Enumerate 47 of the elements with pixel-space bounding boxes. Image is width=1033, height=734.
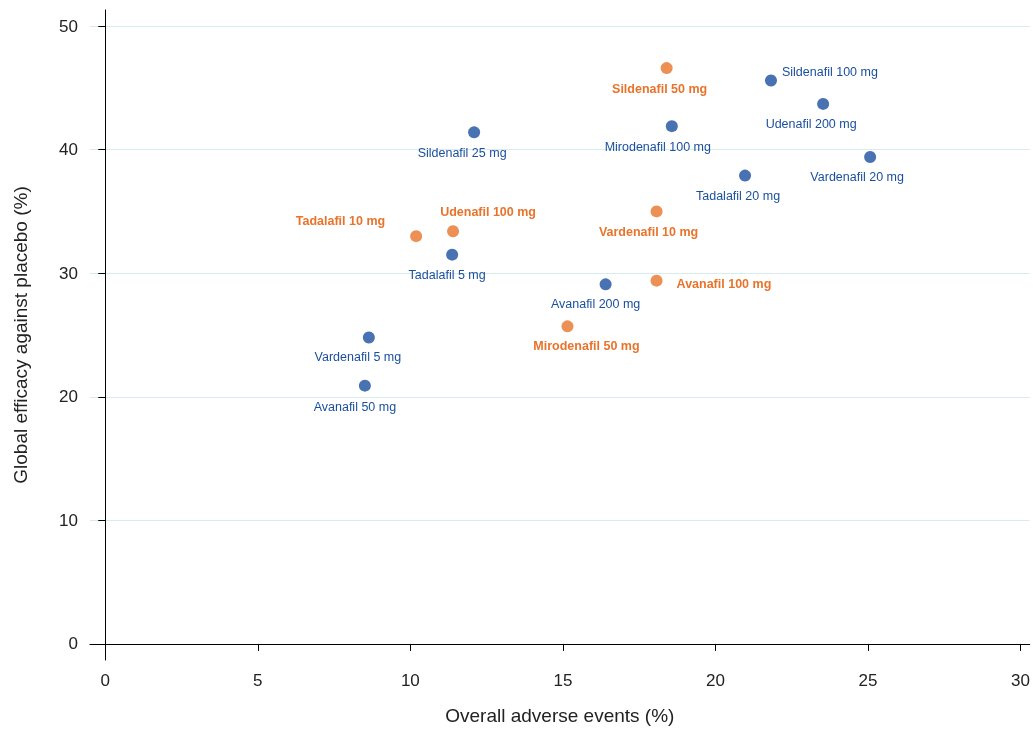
point bbox=[650, 205, 663, 218]
point bbox=[650, 274, 663, 287]
x-tick-label: 30 bbox=[1011, 671, 1031, 690]
annotation: Vardenafil 20 mg bbox=[810, 170, 904, 185]
x-tick-label: 15 bbox=[553, 671, 573, 690]
y-tick-label: 20 bbox=[59, 387, 78, 407]
annotation: Mirodenafil 50 mg bbox=[533, 339, 640, 354]
point bbox=[864, 151, 877, 164]
point bbox=[447, 225, 460, 238]
point bbox=[410, 230, 423, 243]
x-tick-label: 20 bbox=[705, 671, 725, 690]
annotation: Vardenafil 10 mg bbox=[598, 225, 699, 240]
point bbox=[599, 278, 612, 291]
y-tick-label: 10 bbox=[59, 510, 78, 530]
annotation: Tadalafil 20 mg bbox=[696, 188, 781, 203]
annotation: Sildenafil 25 mg bbox=[417, 146, 507, 161]
point bbox=[817, 97, 830, 110]
annotation: Vardenafil 5 mg bbox=[314, 350, 402, 365]
annotation: Avanafil 200 mg bbox=[550, 297, 641, 312]
x-tick-label: 0 bbox=[100, 671, 110, 690]
annotation: Sildenafil 50 mg bbox=[612, 82, 708, 97]
annotation: Avanafil 100 mg bbox=[676, 276, 772, 291]
point bbox=[358, 379, 371, 392]
point bbox=[362, 331, 375, 344]
y-axis-title: Global efficacy against placebo (%) bbox=[10, 186, 31, 484]
annotation: Tadalafil 5 mg bbox=[408, 267, 486, 282]
y-tick-label: 40 bbox=[59, 140, 78, 160]
annotation: Mirodenafil 100 mg bbox=[604, 140, 712, 155]
point bbox=[665, 120, 678, 133]
point bbox=[739, 169, 752, 182]
annotation: Sildenafil 100 mg bbox=[781, 65, 878, 80]
point bbox=[468, 126, 481, 139]
x-axis-title: Overall adverse events (%) bbox=[445, 705, 675, 726]
y-tick-label: 30 bbox=[59, 263, 78, 283]
y-tick-label: 0 bbox=[68, 634, 78, 654]
annotation: Tadalafil 10 mg bbox=[295, 214, 386, 229]
point bbox=[561, 320, 574, 333]
point bbox=[660, 62, 673, 75]
annotation: Udenafil 100 mg bbox=[440, 205, 536, 220]
point bbox=[446, 248, 459, 261]
point bbox=[764, 74, 777, 87]
annotation: Udenafil 200 mg bbox=[765, 116, 857, 131]
x-tick-label: 10 bbox=[400, 671, 420, 690]
x-tick-label: 25 bbox=[858, 671, 878, 690]
y-tick-label: 50 bbox=[59, 16, 78, 36]
annotation: Avanafil 50 mg bbox=[313, 399, 397, 414]
x-tick-label: 5 bbox=[253, 671, 263, 690]
